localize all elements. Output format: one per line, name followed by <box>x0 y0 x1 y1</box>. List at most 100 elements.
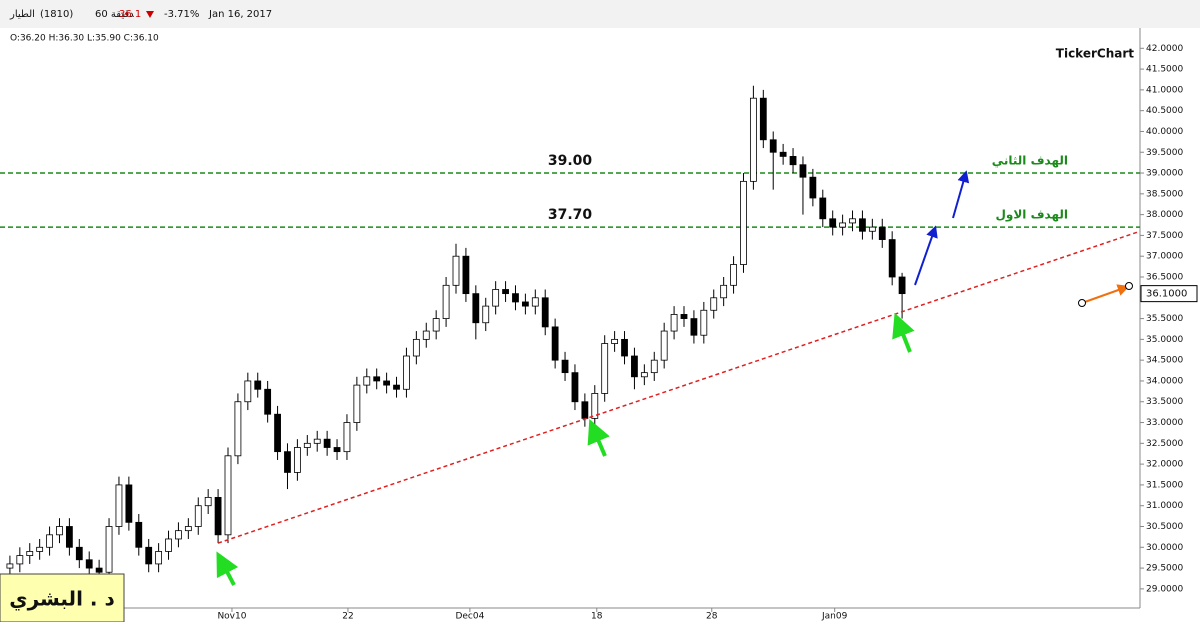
candle-body <box>849 218 856 224</box>
candle-body <box>700 309 708 336</box>
candle-body <box>125 484 133 523</box>
candle-body <box>105 526 113 573</box>
candle-body <box>799 164 807 178</box>
y-tick-label: 35.5000 <box>1146 314 1183 324</box>
y-tick-label: 36.5000 <box>1146 273 1183 283</box>
y-tick-label: 35.0000 <box>1146 335 1183 345</box>
candle-body <box>234 401 242 457</box>
candle-body <box>521 301 529 307</box>
y-tick-label: 34.5000 <box>1146 356 1183 366</box>
candle-body <box>293 447 301 473</box>
candle-body <box>621 338 628 357</box>
candle-body <box>809 176 817 199</box>
candle-body <box>432 318 440 332</box>
candle-body <box>264 388 272 415</box>
watermark: TickerChart <box>1056 47 1134 61</box>
candle-body <box>26 551 34 557</box>
candle-body <box>591 393 599 419</box>
y-tick-label: 37.0000 <box>1146 252 1183 262</box>
y-tick-label: 33.5000 <box>1146 397 1183 407</box>
signature-box <box>0 573 125 623</box>
level-label: 39.00 <box>548 153 593 169</box>
x-tick-label: Jan09 <box>821 612 848 622</box>
candle-body <box>422 330 430 340</box>
candle-body <box>888 239 896 278</box>
candle-body <box>749 97 757 182</box>
candle-body <box>581 401 589 419</box>
blue-arrow <box>952 170 970 219</box>
candle-body <box>6 563 14 569</box>
candle-body <box>660 330 668 361</box>
symbol: الطيار <box>9 9 35 20</box>
arrow-end <box>1078 299 1086 307</box>
candle-body <box>343 422 351 453</box>
green-arrow <box>587 418 610 457</box>
y-tick-label: 41.0000 <box>1146 85 1183 95</box>
plot: 29.0000 29.5000 30.0000 30.5000 31.0000 31.50… <box>0 44 1198 622</box>
candle-body <box>16 555 24 565</box>
y-tick-label: 42.0000 <box>1146 44 1183 54</box>
arrow-end <box>1125 282 1133 290</box>
candle-body <box>65 526 73 548</box>
candle-body <box>36 546 44 552</box>
candle-body <box>383 380 391 386</box>
candle-body <box>155 551 163 565</box>
interval: 60 دقيقة <box>95 9 134 20</box>
candle-body <box>561 359 569 374</box>
green-arrow <box>892 312 915 353</box>
candle-body <box>462 255 470 295</box>
candle-body <box>135 521 143 548</box>
candle-body <box>571 372 579 403</box>
candle-body <box>175 530 182 540</box>
candle-body <box>244 380 252 403</box>
candle-body <box>878 226 886 240</box>
candle-body <box>789 156 797 166</box>
x-tick-label: Nov10 <box>217 612 246 622</box>
signature: د . البشري <box>9 587 114 612</box>
level-name: الهدف الثاني <box>992 154 1068 168</box>
y-tick-label: 29.5000 <box>1146 564 1183 574</box>
green-arrow <box>216 551 239 586</box>
candle-body <box>393 384 400 390</box>
candle-body <box>482 305 490 324</box>
candle-body <box>650 359 658 374</box>
x-tick-label: Dec04 <box>455 612 484 622</box>
candle-body <box>759 97 767 141</box>
candle-body <box>254 380 262 390</box>
header: الطيار (1810) 60 دقيقة 36.1 -3.71% Jan 1… <box>0 0 1200 28</box>
candle-body <box>85 559 93 569</box>
y-tick-label: 39.0000 <box>1146 169 1183 179</box>
candle-body <box>333 447 341 453</box>
candle-body <box>204 496 212 507</box>
y-tick-label: 40.5000 <box>1146 106 1183 116</box>
change: -3.71% <box>164 9 199 20</box>
code: (1810) <box>40 9 73 20</box>
candle-body <box>898 276 906 295</box>
price: 36.1 <box>119 9 141 20</box>
y-tick-label: 32.0000 <box>1146 460 1183 470</box>
candle-body <box>165 538 172 552</box>
candle-body <box>502 289 509 295</box>
y-tick-label: 37.5000 <box>1146 231 1183 241</box>
candle-body <box>531 297 539 307</box>
y-tick-label: 31.5000 <box>1146 480 1183 490</box>
candle-body <box>541 297 549 328</box>
candle-body <box>274 413 281 453</box>
candle-body <box>194 505 202 527</box>
candle-body <box>363 376 371 386</box>
date: Jan 16, 2017 <box>208 9 272 20</box>
y-tick-label: 41.5000 <box>1146 65 1183 75</box>
candle-body <box>868 226 876 232</box>
x-tick-label: 28 <box>706 612 718 622</box>
candle-body <box>779 151 787 157</box>
candle-body <box>640 372 648 378</box>
candle-body <box>412 338 420 357</box>
y-tick-label: 30.5000 <box>1146 522 1183 532</box>
candle-body <box>75 546 83 561</box>
candle-body <box>452 255 460 286</box>
trendline <box>217 230 1141 544</box>
candle-body <box>323 438 331 448</box>
candle-body <box>859 218 866 232</box>
candle-body <box>214 496 222 536</box>
